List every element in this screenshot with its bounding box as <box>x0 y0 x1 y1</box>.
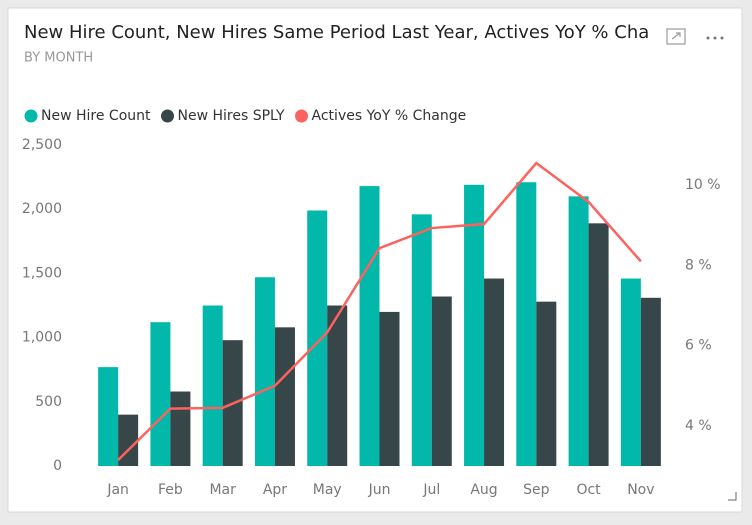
legend-marker <box>295 109 309 123</box>
y-tick-label: 1,500 <box>22 265 62 281</box>
y2-tick-label: 10 % <box>685 177 721 193</box>
bar <box>327 305 348 466</box>
bar <box>379 311 400 466</box>
line <box>117 161 642 461</box>
x-tick-label: Feb <box>158 482 183 498</box>
x-tick-label: Jan <box>106 482 129 498</box>
y-tick-label: 1,000 <box>22 330 62 346</box>
bar <box>150 322 171 466</box>
more-options[interactable] <box>706 36 724 40</box>
y2-tick-label: 8 % <box>685 257 712 273</box>
x-tick-label: Aug <box>470 482 497 498</box>
bar <box>274 327 295 466</box>
legend-marker <box>161 109 174 123</box>
bar <box>568 196 589 467</box>
bar <box>359 186 380 466</box>
y2-tick-label: 4 % <box>685 418 712 434</box>
bar <box>536 301 557 466</box>
x-tick-label: Jul <box>422 482 440 498</box>
bar <box>254 277 275 466</box>
bar <box>98 367 119 466</box>
x-tick-label: Nov <box>627 482 654 498</box>
legend-label: Actives YoY % Change <box>312 108 467 124</box>
x-tick-label: May <box>313 482 342 498</box>
chart-title: New Hire Count, New Hires Same Period La… <box>24 22 649 43</box>
legend-marker <box>24 109 38 123</box>
bar <box>411 214 432 466</box>
bar <box>170 391 191 466</box>
bar <box>588 223 609 466</box>
bar <box>516 182 537 466</box>
y-tick-label: 0 <box>53 458 62 474</box>
bar <box>640 297 661 466</box>
resize-handle <box>728 492 737 501</box>
y-tick-label: 500 <box>35 394 62 410</box>
bar <box>620 278 641 466</box>
bar <box>307 210 328 466</box>
y-tick-label: 2,500 <box>22 137 62 153</box>
x-tick-label: Mar <box>209 482 236 498</box>
y-tick-label: 2,000 <box>22 201 62 217</box>
x-tick-label: Jun <box>368 482 391 498</box>
legend-label: New Hires SPLY <box>178 108 285 124</box>
x-tick-label: Sep <box>523 482 550 498</box>
bar <box>431 296 452 466</box>
bar <box>202 305 223 466</box>
bar <box>118 414 139 466</box>
chart-subtitle: BY MONTH <box>24 51 93 66</box>
y2-tick-label: 6 % <box>685 338 712 354</box>
bar <box>484 278 505 466</box>
bar <box>464 184 485 466</box>
focus-icon[interactable] <box>666 28 686 45</box>
legend-label: New Hire Count <box>41 108 151 124</box>
x-tick-label: Oct <box>576 482 601 498</box>
x-tick-label: Apr <box>263 482 287 498</box>
